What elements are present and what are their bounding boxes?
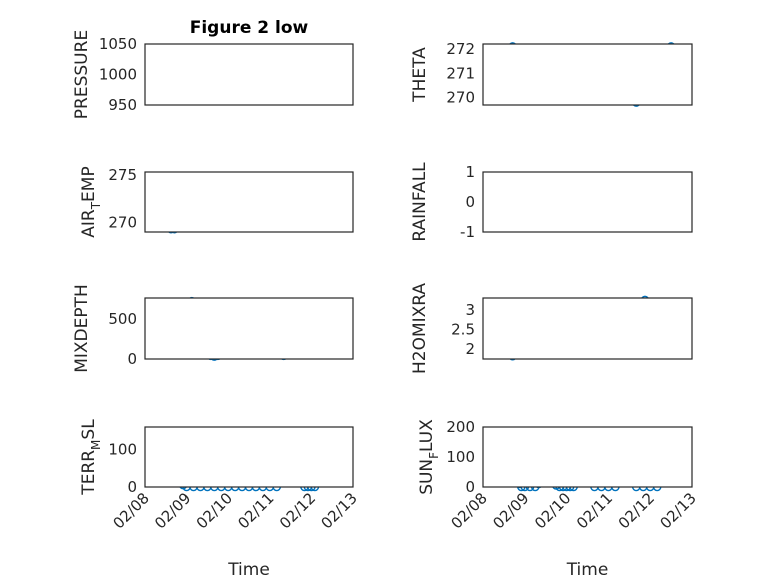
y-axis-label-main: AIR	[79, 209, 99, 238]
y-tick-label: 272	[446, 40, 475, 58]
axes-frame	[482, 43, 693, 106]
y-axis-label-subscript: M	[89, 440, 103, 450]
y-tick-label: 1000	[99, 66, 137, 84]
subplot-pressure: 950 1000 1050 PRESSURE Figure 2 low	[72, 18, 354, 119]
subplot-mixdepth: 0 500 MIXDEPTH	[72, 284, 354, 373]
y-tick-label: 100	[108, 441, 137, 459]
subplot-h2omixra: 2 2.53 H2OMIXRA	[410, 283, 693, 374]
y-axis-label-main: TERR	[79, 450, 99, 496]
y-tick-label: 0	[465, 478, 475, 496]
axes-frame	[482, 297, 693, 360]
y-axis-label-subscript: T	[89, 201, 103, 210]
axes-frame	[482, 171, 693, 233]
y-axis-label: PRESSURE	[72, 30, 92, 119]
y-axis-label: H2OMIXRA	[410, 283, 430, 374]
subplot-air_temp: 270 275 AIRTEMP	[79, 166, 354, 238]
y-tick-label: 271	[446, 64, 475, 82]
y-tick-label: 100	[446, 448, 475, 466]
y-tick-label: 2	[465, 340, 475, 358]
axes-frame	[482, 426, 693, 488]
x-axis-label: Time	[227, 560, 270, 580]
y-axis-label-main: SUN	[417, 459, 437, 495]
axes-frame	[144, 171, 354, 233]
y-axis-label-rest: EMP	[79, 166, 99, 202]
y-tick-label: -1	[460, 223, 475, 241]
y-tick-label: 500	[108, 310, 137, 328]
y-axis-label-rest: SL	[79, 419, 99, 440]
x-axis-label: Time	[566, 560, 609, 580]
y-axis-label: TERRMSL	[79, 419, 103, 496]
y-axis-label-rest: LUX	[417, 419, 437, 452]
y-tick-label: 950	[108, 96, 137, 114]
y-axis-label-subscript: F	[427, 452, 441, 459]
axes-frame	[144, 426, 354, 488]
y-axis-label: MIXDEPTH	[72, 284, 92, 373]
y-tick-label: 275	[108, 166, 137, 184]
y-tick-label: 2.5	[451, 320, 475, 338]
axes-frame	[144, 297, 354, 360]
y-tick-label: 270	[446, 89, 475, 107]
subplot-rainfall: -1 0 1 RAINFALL	[410, 162, 693, 242]
y-axis-label: SUNFLUX	[417, 419, 441, 495]
chart-title: Figure 2 low	[190, 18, 309, 38]
y-tick-label: 1050	[99, 35, 137, 53]
y-tick-label: 0	[127, 350, 137, 368]
axes-frame	[144, 43, 354, 106]
y-tick-label: 0	[465, 193, 475, 211]
subplot-theta: 270 271 272 THETA	[410, 40, 693, 107]
y-tick-label: 1	[465, 163, 475, 181]
y-tick-label: 270	[108, 213, 137, 231]
y-tick-label: 0	[127, 478, 137, 496]
y-axis-label: AIRTEMP	[79, 166, 103, 237]
y-axis-label: RAINFALL	[410, 162, 430, 242]
y-tick-label: 200	[446, 418, 475, 436]
y-axis-label: THETA	[410, 47, 430, 103]
y-tick-label: 3	[465, 301, 475, 319]
